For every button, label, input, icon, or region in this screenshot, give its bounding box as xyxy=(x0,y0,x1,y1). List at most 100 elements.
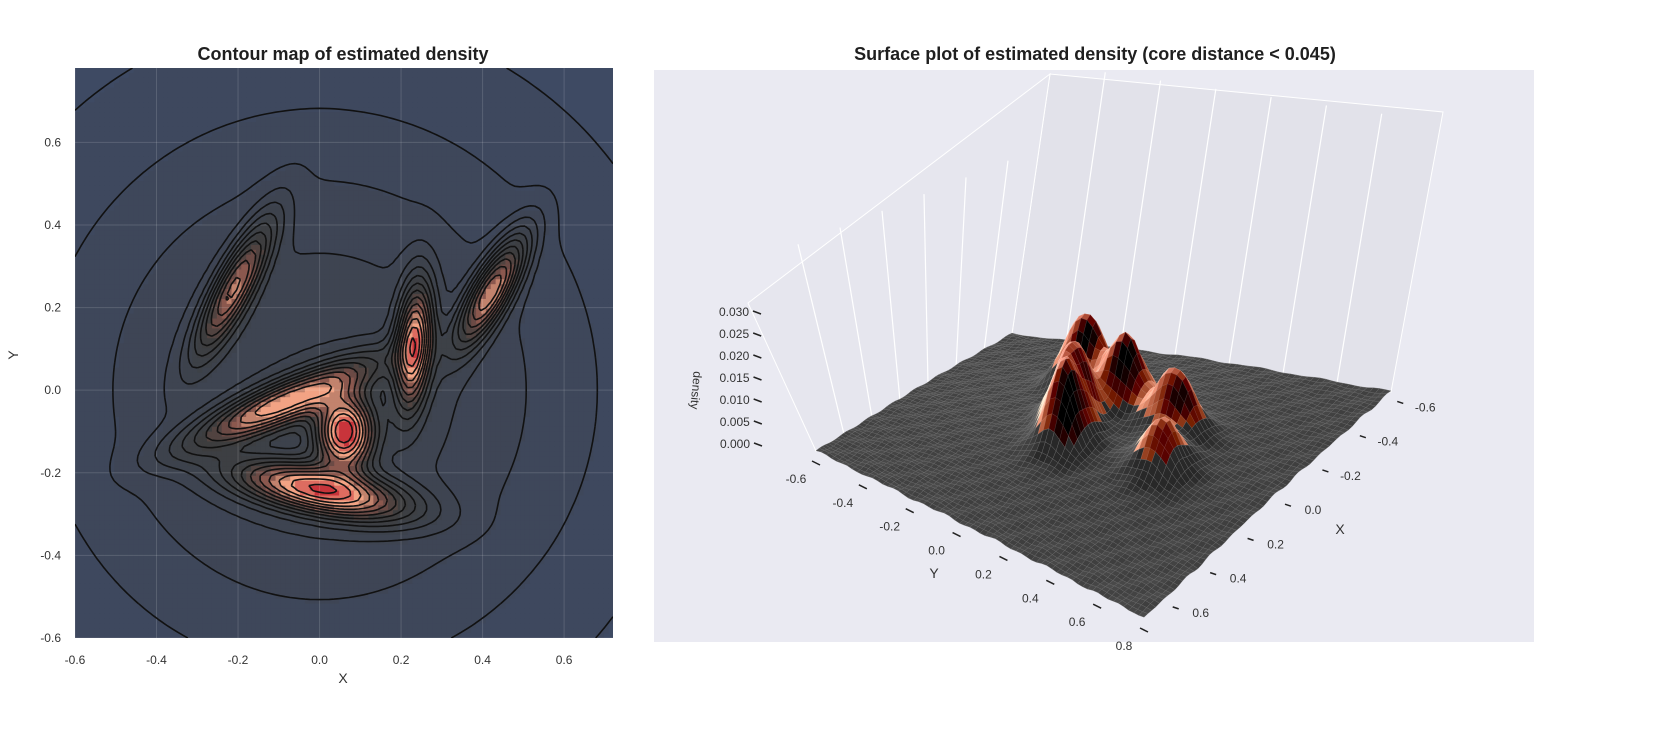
density-cell xyxy=(505,264,511,271)
density-cell xyxy=(397,176,404,182)
density-cell xyxy=(309,117,316,123)
density-cell xyxy=(197,200,203,207)
density-cell xyxy=(226,284,233,290)
density-cell xyxy=(236,166,242,172)
density-cell xyxy=(407,235,414,241)
density-cell xyxy=(461,82,467,89)
density-cell xyxy=(246,244,252,251)
density-cell xyxy=(255,97,262,103)
density-cell xyxy=(211,185,218,192)
density-cell xyxy=(304,131,311,138)
density-cell xyxy=(485,131,492,138)
density-cell xyxy=(246,77,252,84)
density-cell xyxy=(471,131,477,138)
density-cell xyxy=(75,284,81,290)
density-cell xyxy=(436,235,443,241)
density-cell xyxy=(177,176,184,182)
density-cell xyxy=(128,126,135,133)
density-cell xyxy=(79,220,86,226)
density-cell xyxy=(456,190,462,197)
density-cell xyxy=(529,117,536,123)
density-cell xyxy=(138,136,145,143)
density-cell xyxy=(84,195,91,202)
density-cell xyxy=(123,156,130,162)
density-cell xyxy=(265,136,272,143)
density-cell xyxy=(348,225,355,231)
density-cell xyxy=(339,102,345,108)
density-cell xyxy=(246,68,252,74)
density-cell xyxy=(241,269,247,275)
density-cell xyxy=(251,146,257,153)
density-cell xyxy=(466,77,472,84)
density-cell xyxy=(495,126,502,133)
density-cell xyxy=(265,87,272,94)
density-cell xyxy=(373,210,379,217)
density-cell xyxy=(451,200,458,207)
density-cell xyxy=(348,141,355,148)
density-cell xyxy=(167,254,174,261)
density-cell xyxy=(476,185,482,192)
density-cell xyxy=(368,126,374,133)
density-cell xyxy=(539,181,546,187)
density-cell xyxy=(319,269,326,275)
density-cell xyxy=(500,112,506,118)
density-cell xyxy=(353,68,360,74)
density-cell xyxy=(476,77,482,84)
density-cell xyxy=(182,269,189,275)
density-cell xyxy=(324,72,330,79)
density-cell xyxy=(446,102,453,108)
density-cell xyxy=(466,200,472,207)
density-cell xyxy=(304,136,311,143)
density-cell xyxy=(304,298,311,305)
density-cell xyxy=(285,269,291,275)
density-cell xyxy=(524,220,531,226)
density-cell xyxy=(524,107,531,113)
density-cell xyxy=(466,220,472,226)
density-cell xyxy=(573,131,580,138)
density-cell xyxy=(138,141,145,148)
density-cell xyxy=(319,220,326,226)
density-cell xyxy=(143,77,149,84)
density-cell xyxy=(485,126,492,133)
density-cell xyxy=(177,205,184,212)
density-cell xyxy=(153,151,159,158)
density-cell xyxy=(119,146,125,153)
density-cell xyxy=(275,230,282,236)
density-cell xyxy=(309,68,316,74)
density-cell xyxy=(319,82,326,89)
density-cell xyxy=(339,72,345,79)
density-cell xyxy=(236,195,242,202)
density-cell xyxy=(163,230,169,236)
density-cell xyxy=(324,244,330,251)
density-cell xyxy=(397,141,404,148)
density-cell xyxy=(500,244,506,251)
density-cell xyxy=(163,171,169,177)
density-cell xyxy=(241,146,247,153)
density-cell xyxy=(422,161,428,167)
density-cell xyxy=(128,294,135,300)
density-cell xyxy=(524,230,531,236)
density-cell xyxy=(510,117,516,123)
density-cell xyxy=(412,205,418,212)
density-cell xyxy=(539,264,546,271)
contour-plot-area xyxy=(75,68,613,638)
density-cell xyxy=(471,190,477,197)
density-cell xyxy=(153,235,159,241)
density-cell xyxy=(383,72,389,79)
density-cell xyxy=(280,195,286,202)
density-cell xyxy=(324,205,330,212)
density-cell xyxy=(182,136,189,143)
density-cell xyxy=(505,181,511,187)
density-cell xyxy=(358,122,365,128)
density-cell xyxy=(461,151,467,158)
density-cell xyxy=(461,230,467,236)
density-cell xyxy=(192,294,198,300)
density-cell xyxy=(236,136,242,143)
density-cell xyxy=(378,97,384,103)
density-cell xyxy=(319,72,326,79)
density-cell xyxy=(123,151,130,158)
density-cell xyxy=(143,249,149,256)
density-cell xyxy=(436,151,443,158)
density-cell xyxy=(476,122,482,128)
density-cell xyxy=(392,195,399,202)
